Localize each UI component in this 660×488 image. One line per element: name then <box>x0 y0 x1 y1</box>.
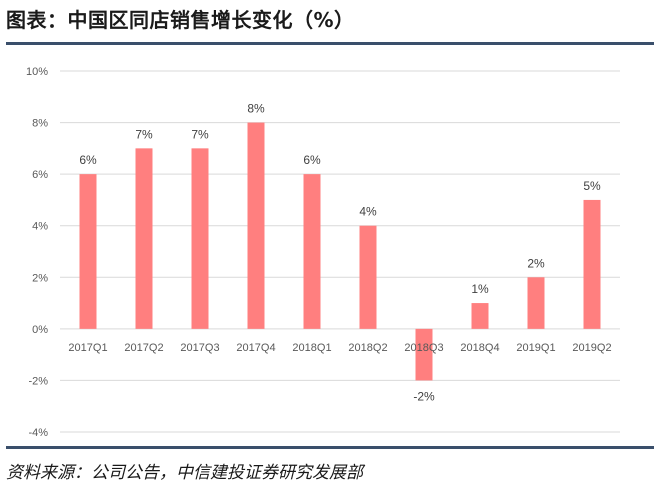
bar <box>583 199 601 329</box>
bar <box>191 148 209 329</box>
x-tick-label: 2019Q2 <box>572 342 611 354</box>
bar <box>415 328 433 381</box>
x-tick-label: 2017Q1 <box>68 342 107 354</box>
data-label: 4% <box>359 205 377 219</box>
y-tick-label: 0% <box>32 324 48 336</box>
y-tick-label: 8% <box>32 118 48 130</box>
data-label: 6% <box>303 153 321 167</box>
x-tick-label: 2018Q2 <box>348 342 387 354</box>
bar <box>527 277 545 329</box>
x-tick-label: 2019Q1 <box>516 342 555 354</box>
x-tick-label: 2018Q1 <box>292 342 331 354</box>
chart-title: 图表：中国区同店销售增长变化（%） <box>6 8 355 32</box>
data-label: 7% <box>135 127 153 141</box>
bar <box>359 225 377 329</box>
bar <box>247 122 265 329</box>
bar <box>79 174 97 329</box>
data-label: 1% <box>471 282 489 296</box>
bar <box>471 303 489 329</box>
y-tick-label: -4% <box>28 427 48 439</box>
x-tick-label: 2018Q3 <box>404 342 443 354</box>
data-label: 8% <box>247 102 265 116</box>
bar-chart: -4% -2% 0% 2% 4% 6% 8% 10% 6% 2017Q1 7% 2017Q2 7% 201… <box>26 66 620 439</box>
bottom-divider <box>6 446 654 449</box>
data-label: 5% <box>583 179 601 193</box>
y-tick-label: 4% <box>32 221 48 233</box>
y-tick-label: 2% <box>32 272 48 284</box>
x-tick-label: 2018Q4 <box>460 342 499 354</box>
x-tick-label: 2017Q2 <box>124 342 163 354</box>
x-tick-label: 2017Q4 <box>236 342 275 354</box>
top-divider <box>6 42 654 45</box>
y-tick-label: 6% <box>32 169 48 181</box>
bar <box>135 148 153 329</box>
bar <box>303 174 321 329</box>
y-tick-label: -2% <box>28 375 48 387</box>
data-label: 2% <box>527 256 545 270</box>
source-note: 资料来源：公司公告，中信建投证券研究发展部 <box>6 463 363 483</box>
y-tick-label: 10% <box>26 66 48 78</box>
data-label: -2% <box>413 389 435 403</box>
data-label: 7% <box>191 127 209 141</box>
data-label: 6% <box>79 153 97 167</box>
x-tick-label: 2017Q3 <box>180 342 219 354</box>
